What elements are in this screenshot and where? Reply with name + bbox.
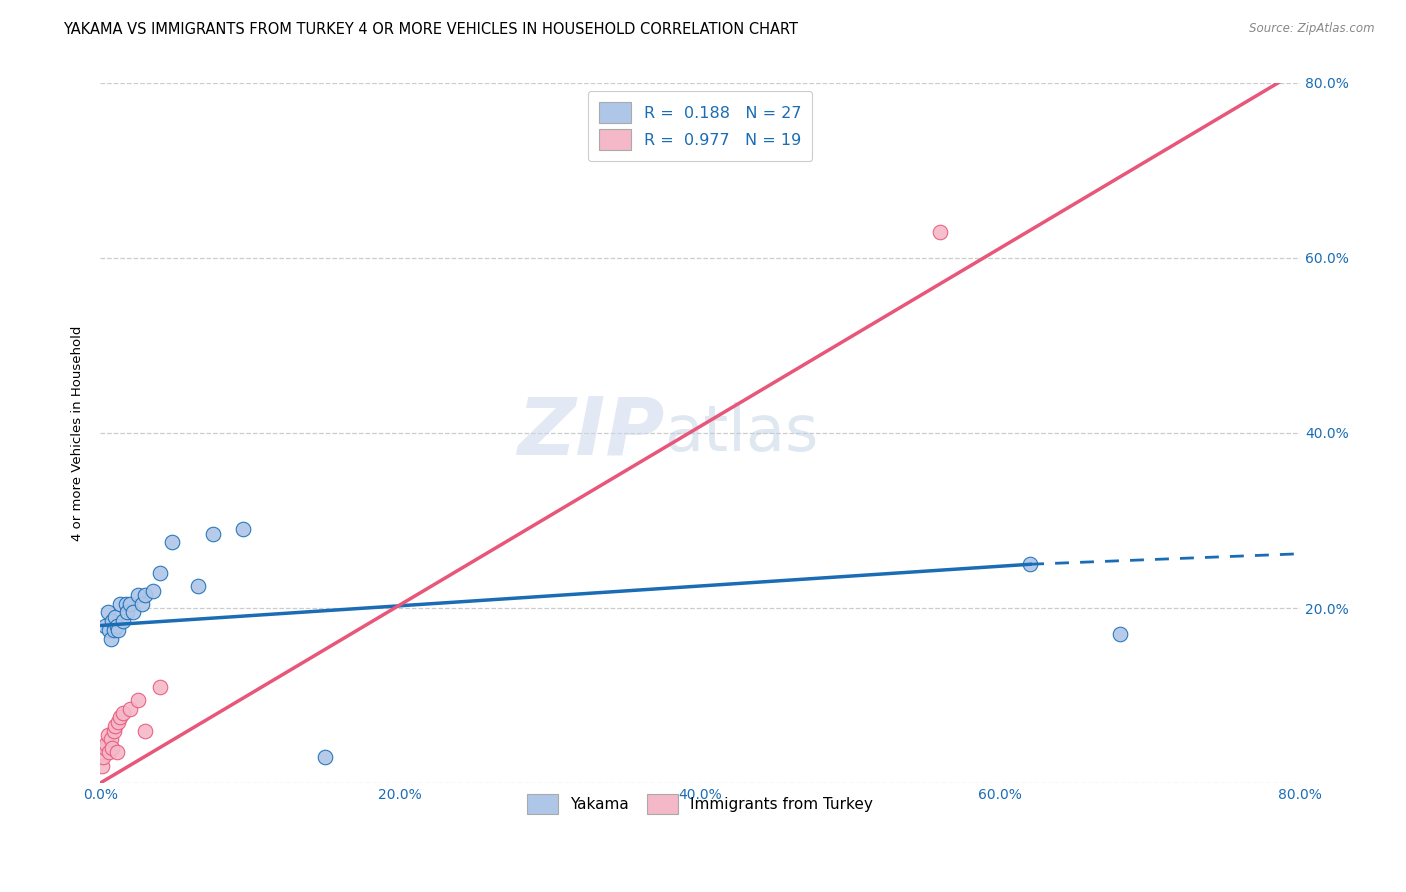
Point [160,535,183,549]
Point [1019,558,1042,572]
Point [111,706,134,720]
Point [127,693,149,707]
Point [105,618,128,632]
Point [149,680,172,694]
Point [97,728,120,742]
Point [232,522,254,536]
Point [314,749,336,764]
Point [929,225,952,239]
Point [107,714,129,729]
Point [101,741,124,756]
Point [91,749,114,764]
Point [104,719,127,733]
Point [108,710,131,724]
Point [127,588,149,602]
Point [120,701,142,715]
Point [90,758,112,772]
Point [98,746,121,760]
Point [93,618,115,632]
Text: atlas: atlas [664,402,818,464]
Point [187,579,209,593]
Point [100,632,122,646]
Point [120,597,142,611]
Text: YAKAMA VS IMMIGRANTS FROM TURKEY 4 OR MORE VEHICLES IN HOUSEHOLD CORRELATION CHA: YAKAMA VS IMMIGRANTS FROM TURKEY 4 OR MO… [63,22,799,37]
Text: ZIP: ZIP [517,394,664,472]
Point [142,583,165,598]
Point [134,588,156,602]
Point [1109,627,1132,641]
Point [100,732,122,747]
Point [105,746,128,760]
Point [103,623,125,637]
Y-axis label: 4 or more Vehicles in Household: 4 or more Vehicles in Household [72,326,84,541]
Point [131,597,153,611]
Legend: Yakama, Immigrants from Turkey: Yakama, Immigrants from Turkey [516,783,883,824]
Text: Source: ZipAtlas.com: Source: ZipAtlas.com [1250,22,1375,36]
Point [93,741,115,756]
Point [201,526,224,541]
Point [108,597,131,611]
Point [111,614,134,628]
Point [149,566,172,580]
Point [122,606,145,620]
Point [101,614,124,628]
Point [114,597,136,611]
Point [98,623,121,637]
Point [107,623,129,637]
Point [96,737,118,751]
Point [103,723,125,738]
Point [104,609,127,624]
Point [97,606,120,620]
Point [115,606,138,620]
Point [134,723,156,738]
